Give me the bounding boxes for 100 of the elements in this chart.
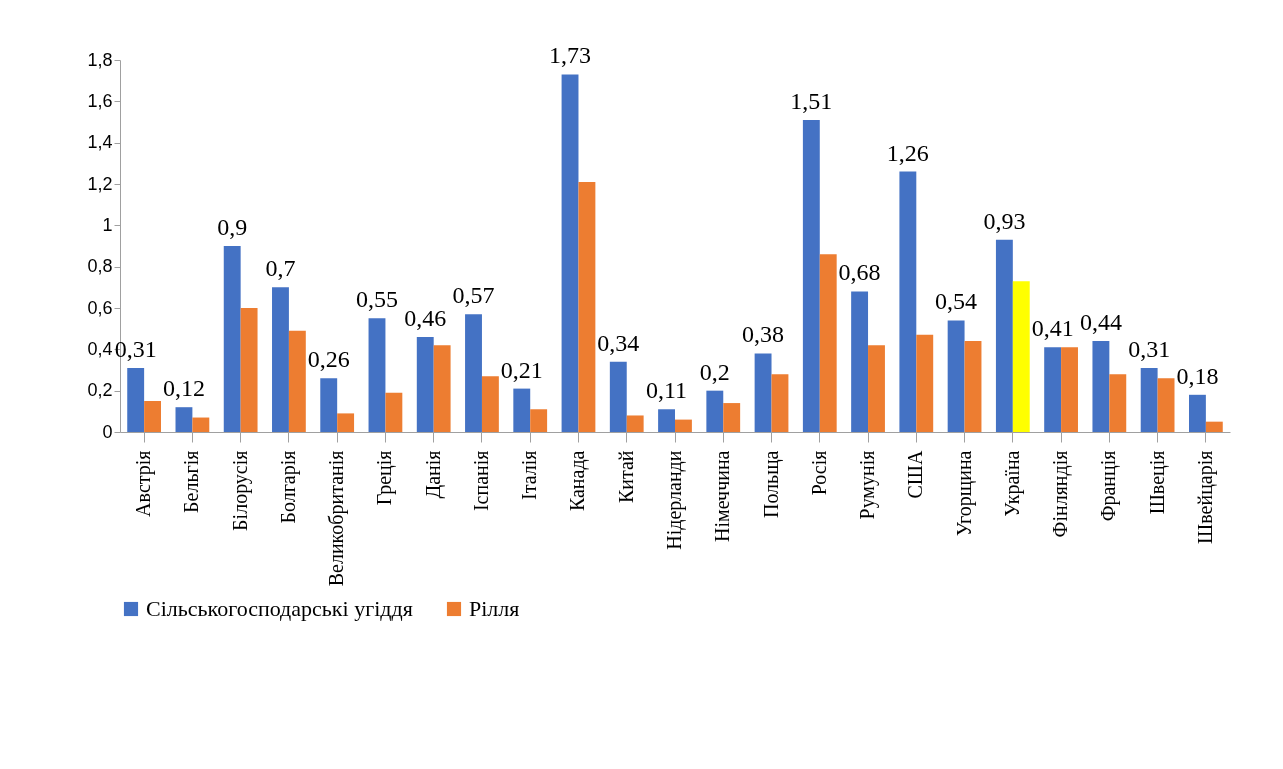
bar — [1109, 374, 1127, 432]
x-tick-label: Бельгія — [180, 450, 203, 513]
data-label: 0,34 — [597, 329, 640, 356]
y-tick-label: 1,2 — [87, 173, 113, 194]
y-tick-label: 0,8 — [87, 256, 113, 277]
x-tick-label: Угорщина — [952, 450, 976, 537]
x-tick-label: Болгарія — [276, 450, 300, 524]
bar — [320, 378, 338, 432]
bar — [144, 401, 162, 432]
data-label: 0,55 — [355, 286, 398, 313]
bar — [706, 390, 724, 432]
bar — [127, 367, 145, 432]
bar — [1157, 378, 1175, 432]
x-tick-label: США — [904, 449, 927, 499]
y-tick-label: 1,4 — [87, 132, 113, 153]
data-label: 0,26 — [307, 346, 350, 373]
bar — [771, 374, 789, 432]
x-tick-label: Польща — [759, 450, 783, 519]
bar — [385, 392, 403, 432]
bar — [675, 419, 692, 432]
y-tick-label: 0 — [102, 421, 113, 442]
data-label: 0,57 — [452, 282, 495, 309]
bar — [1012, 281, 1030, 432]
bar — [1061, 347, 1078, 432]
data-label: 0,31 — [114, 335, 157, 362]
bar — [899, 171, 917, 432]
bar — [481, 376, 499, 432]
bar — [578, 181, 596, 432]
data-label: 0,68 — [838, 259, 881, 286]
x-tick-label: Австрія — [132, 450, 156, 517]
bar — [272, 287, 289, 432]
x-tick-label: Румунія — [856, 450, 880, 520]
data-label: 0,9 — [217, 214, 248, 240]
x-tick-label: Росія — [807, 450, 830, 496]
legend-label: Рілля — [469, 596, 520, 621]
x-tick-label: Канада — [566, 450, 590, 512]
bar — [368, 318, 386, 432]
data-label: 1,73 — [549, 42, 592, 69]
bar — [465, 314, 482, 432]
data-label: 0,31 — [1128, 335, 1171, 362]
data-label: 1,26 — [886, 139, 929, 166]
bar — [819, 254, 837, 432]
x-tick-label: Італія — [518, 450, 541, 500]
data-label: 0,41 — [1031, 315, 1074, 342]
bar — [658, 409, 675, 432]
bar — [240, 308, 258, 432]
x-tick-label: Німеччина — [711, 450, 734, 542]
bar — [288, 330, 306, 432]
y-tick-label: 0,6 — [87, 297, 113, 318]
legend-label: Сільськогосподарські угіддя — [146, 596, 413, 621]
data-label: 0,93 — [983, 207, 1026, 234]
y-tick-label: 0,2 — [87, 380, 113, 401]
bar — [561, 74, 579, 432]
bar — [1205, 421, 1223, 432]
data-label: 0,46 — [404, 304, 447, 331]
bar — [530, 409, 548, 432]
x-tick-label: Швейцарія — [1193, 450, 1217, 544]
data-label: 0,54 — [935, 288, 978, 315]
bar — [868, 345, 885, 432]
y-tick-label: 1 — [102, 214, 113, 235]
bar — [337, 413, 355, 432]
x-tick-label: Данія — [421, 450, 445, 499]
bar — [995, 239, 1013, 432]
bar — [433, 345, 451, 432]
bar — [851, 291, 869, 432]
data-label: 0,2 — [699, 358, 730, 385]
bar — [1140, 367, 1158, 432]
y-tick-label: 0,4 — [87, 338, 113, 359]
data-label: 0,7 — [265, 255, 296, 282]
data-label: 0,38 — [742, 321, 785, 348]
x-tick-label: Швеція — [1145, 450, 1169, 515]
bar — [723, 403, 741, 432]
bar — [1188, 394, 1206, 432]
bar — [916, 334, 934, 432]
bar — [416, 336, 434, 432]
x-tick-label: Франція — [1097, 450, 1121, 522]
x-tick-label: Греція — [373, 450, 397, 506]
bar — [192, 417, 210, 432]
x-tick-label: Україна — [1000, 450, 1024, 517]
bar — [513, 388, 531, 432]
bar — [626, 415, 644, 432]
bar — [609, 361, 627, 432]
data-label: 0,18 — [1176, 362, 1219, 389]
bar — [175, 407, 193, 432]
bar — [964, 341, 982, 432]
bar — [1092, 341, 1110, 432]
bar — [754, 353, 772, 432]
bar — [1044, 347, 1062, 432]
x-tick-label: Великобританія — [325, 450, 349, 587]
x-tick-label: Фінляндія — [1049, 450, 1073, 538]
data-label: 0,21 — [500, 356, 543, 383]
data-label: 0,12 — [162, 375, 205, 402]
x-tick-label: Білорусія — [228, 450, 252, 531]
y-tick-label: 1,6 — [87, 90, 113, 111]
data-label: 0,11 — [646, 377, 688, 404]
bar — [947, 320, 965, 432]
x-tick-label: Нідерланди — [663, 450, 686, 550]
bar — [223, 246, 241, 432]
y-tick-label: 1,8 — [87, 49, 113, 70]
x-tick-label: Іспанія — [469, 450, 492, 512]
